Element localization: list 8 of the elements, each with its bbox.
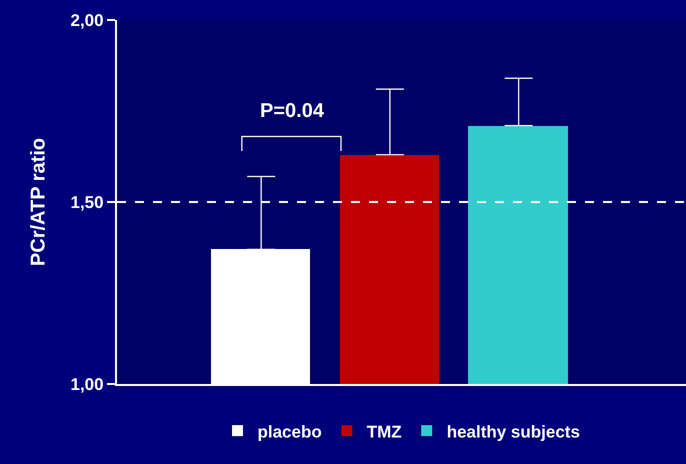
annotation: P=0.04 xyxy=(260,100,325,122)
y-tick-label: 1,00 xyxy=(70,374,104,394)
legend-label: TMZ xyxy=(366,422,402,442)
legend-label: placebo xyxy=(258,422,322,442)
y-axis-title: PCr/ATP ratio xyxy=(28,138,50,266)
legend-label: healthy subjects xyxy=(446,422,580,442)
y-tick-label: 1,50 xyxy=(70,192,104,212)
y-tick-label: 2,00 xyxy=(70,10,104,30)
